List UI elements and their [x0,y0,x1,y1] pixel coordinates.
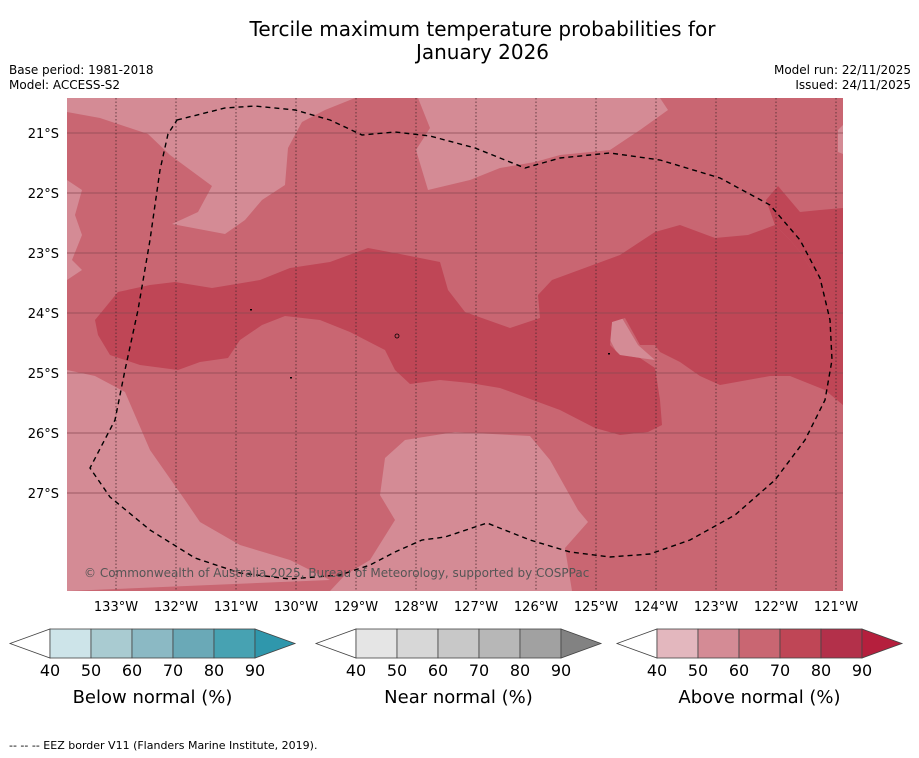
probability-map: © Commonwealth of Australia 2025, Bureau… [67,98,843,591]
region-above-50-60-ne-edge [838,125,843,154]
copyright-notice: © Commonwealth of Australia 2025, Bureau… [84,566,589,580]
longitude-label: 127°W [454,600,498,615]
colorbar-tick-label: 50 [387,661,407,680]
longitude-label: 126°W [514,600,558,615]
longitude-label: 130°W [274,600,318,615]
latitude-label: 24°S [28,307,59,322]
colorbar-tick-label: 70 [163,661,183,680]
latitude-gridlines [67,132,843,494]
colorbar-tick-label: 90 [551,661,571,680]
latitude-label: 21°S [28,127,59,142]
issued-date: Issued: 24/11/2025 [795,78,911,92]
colorbar-tick-label: 90 [245,661,265,680]
longitude-label: 121°W [814,600,858,615]
longitude-label: 129°W [334,600,378,615]
colorbar-title: Near normal (%) [384,687,533,708]
latitude-labels: 21°S 22°S 23°S 24°S 25°S 26°S 27°S [28,127,59,502]
colorbar-tick-label: 60 [729,661,749,680]
colorbar-segment [779,628,822,659]
colorbar-above-normal: 40 50 60 70 80 90 Above normal (%) [615,628,904,708]
colorbar-segment [478,628,521,659]
map-figure: © Commonwealth of Australia 2025, Bureau… [8,98,904,708]
region-above-70-80-ne [766,186,843,312]
longitude-gridlines [115,98,837,591]
latitude-label: 22°S [28,187,59,202]
small-island-marker [290,377,292,379]
colorbar-segment [820,628,863,659]
colorbar-segment [131,628,174,659]
colorbar-segment [697,628,740,659]
model-run: Model run: 22/11/2025 [773,63,911,77]
region-above-50-60-sw [67,370,330,591]
colorbar-segment [519,628,562,659]
region-above-50-60-west [67,180,82,280]
colorbar-segment [172,628,215,659]
colorbar-segment [90,628,133,659]
colorbar-tick-label: 60 [428,661,448,680]
region-above-50-60-nw [67,98,355,234]
latitude-label: 25°S [28,367,59,382]
longitude-label: 128°W [394,600,438,615]
colorbar-title: Below normal (%) [73,687,233,708]
longitude-label: 123°W [694,600,738,615]
colorbar-tick-label: 50 [688,661,708,680]
colorbar-segment [738,628,781,659]
small-island-marker [250,309,252,311]
colorbar-segment [656,628,699,659]
eez-border [89,105,833,580]
colorbar-near-normal: 40 50 60 70 80 90 Near normal (%) [314,628,603,708]
latitude-label: 27°S [28,487,59,502]
title-line-2: January 2026 [415,40,550,64]
colorbar-tick-label: 90 [852,661,872,680]
colorbar-tick-label: 40 [647,661,667,680]
latitude-label: 23°S [28,247,59,262]
latitude-label: 26°S [28,427,59,442]
colorbar-segment [49,628,92,659]
title-line-1: Tercile maximum temperature probabilitie… [249,17,716,41]
model-name: Model: ACCESS-S2 [9,78,121,92]
longitude-label: 122°W [754,600,798,615]
colorbar-tick-label: 60 [122,661,142,680]
colorbar-tick-label: 70 [469,661,489,680]
colorbar-segment [213,628,256,659]
colorbar-title: Above normal (%) [678,687,840,708]
colorbar-extension-high [560,628,603,659]
small-island-marker [394,333,400,339]
colorbar-tick-label: 80 [204,661,224,680]
colorbar-tick-label: 80 [510,661,530,680]
map-title: Tercile maximum temperature probabilitie… [0,18,919,64]
colorbar-tick-label: 40 [346,661,366,680]
longitude-labels: 133°W 132°W 131°W 130°W 129°W 128°W 127°W 126°W… [94,600,858,615]
colorbar-tick-label: 70 [770,661,790,680]
colorbar-extension-low [615,628,658,659]
colorbar-tick-label: 80 [811,661,831,680]
region-above-50-60-north [416,98,668,190]
colorbar-segment [396,628,439,659]
longitude-label: 133°W [94,600,138,615]
colorbar-below-normal: 40 50 60 70 80 90 Below normal (%) [8,628,297,708]
colorbar-extension-low [314,628,357,659]
longitude-label: 132°W [154,600,198,615]
longitude-label: 131°W [214,600,258,615]
colorbar-tick-label: 50 [81,661,101,680]
colorbar-extension-high [861,628,904,659]
region-above-50-60-east-inset [610,318,655,360]
meta-right: Model run: 22/11/2025 Issued: 24/11/2025 [774,63,911,93]
colorbar-segment [355,628,398,659]
eez-footnote: -- -- -- EEZ border V11 (Flanders Marine… [9,739,318,752]
colorbar-extension-high [254,628,297,659]
colorbar-extension-low [8,628,51,659]
colorbar-tick-label: 40 [40,661,60,680]
region-above-50-60-south [330,432,588,591]
base-period: Base period: 1981-2018 [9,63,154,77]
meta-left: Base period: 1981-2018 Model: ACCESS-S2 [9,63,154,93]
small-island-marker [608,353,610,355]
longitude-label: 125°W [574,600,618,615]
longitude-label: 124°W [634,600,678,615]
colorbar-segment [437,628,480,659]
